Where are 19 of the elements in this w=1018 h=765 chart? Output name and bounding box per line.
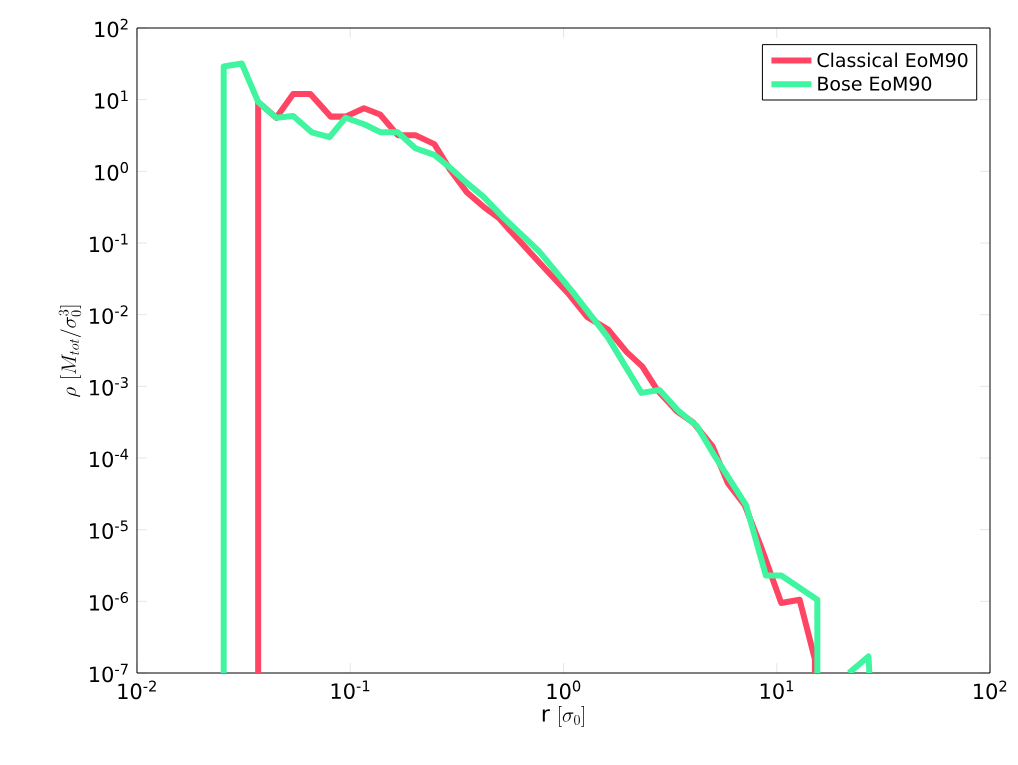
y-tick-label: 10$^{1}$ bbox=[95, 90, 128, 109]
y-tick-label: 10$^{-1}$ bbox=[90, 233, 128, 253]
y-tick-label: 10$^{2}$ bbox=[95, 18, 128, 38]
legend-label: Classical EoM90 bbox=[817, 52, 968, 68]
y-tick-label: 10$^{-6}$ bbox=[90, 592, 129, 611]
y-tick-label: 10$^{-7}$ bbox=[90, 663, 128, 683]
y-tick-label: 10$^{-2}$ bbox=[90, 305, 128, 324]
y-tick-label: 10$^{0}$ bbox=[95, 162, 128, 181]
x-axis-title: $\mathrm{r}\ [\sigma_0]$ bbox=[542, 706, 584, 727]
y-axis-title: $\rho\ [M_{tot}/\sigma_0^3]$ bbox=[58, 305, 82, 397]
x-tick-label: 10$^{-2}$ bbox=[118, 680, 156, 700]
x-tick-label: 10$^{0}$ bbox=[547, 680, 581, 700]
y-tick-label: 10$^{-3}$ bbox=[90, 377, 128, 396]
y-tick-label: 10$^{-5}$ bbox=[90, 520, 128, 539]
legend-label: Bose EoM90 bbox=[818, 76, 932, 91]
x-tick-label: 10$^{2}$ bbox=[974, 680, 1007, 700]
x-tick-label: 10$^{-1}$ bbox=[331, 680, 370, 699]
x-tick-label: 10$^{1}$ bbox=[760, 680, 794, 699]
y-tick-label: 10$^{-4}$ bbox=[90, 448, 129, 468]
